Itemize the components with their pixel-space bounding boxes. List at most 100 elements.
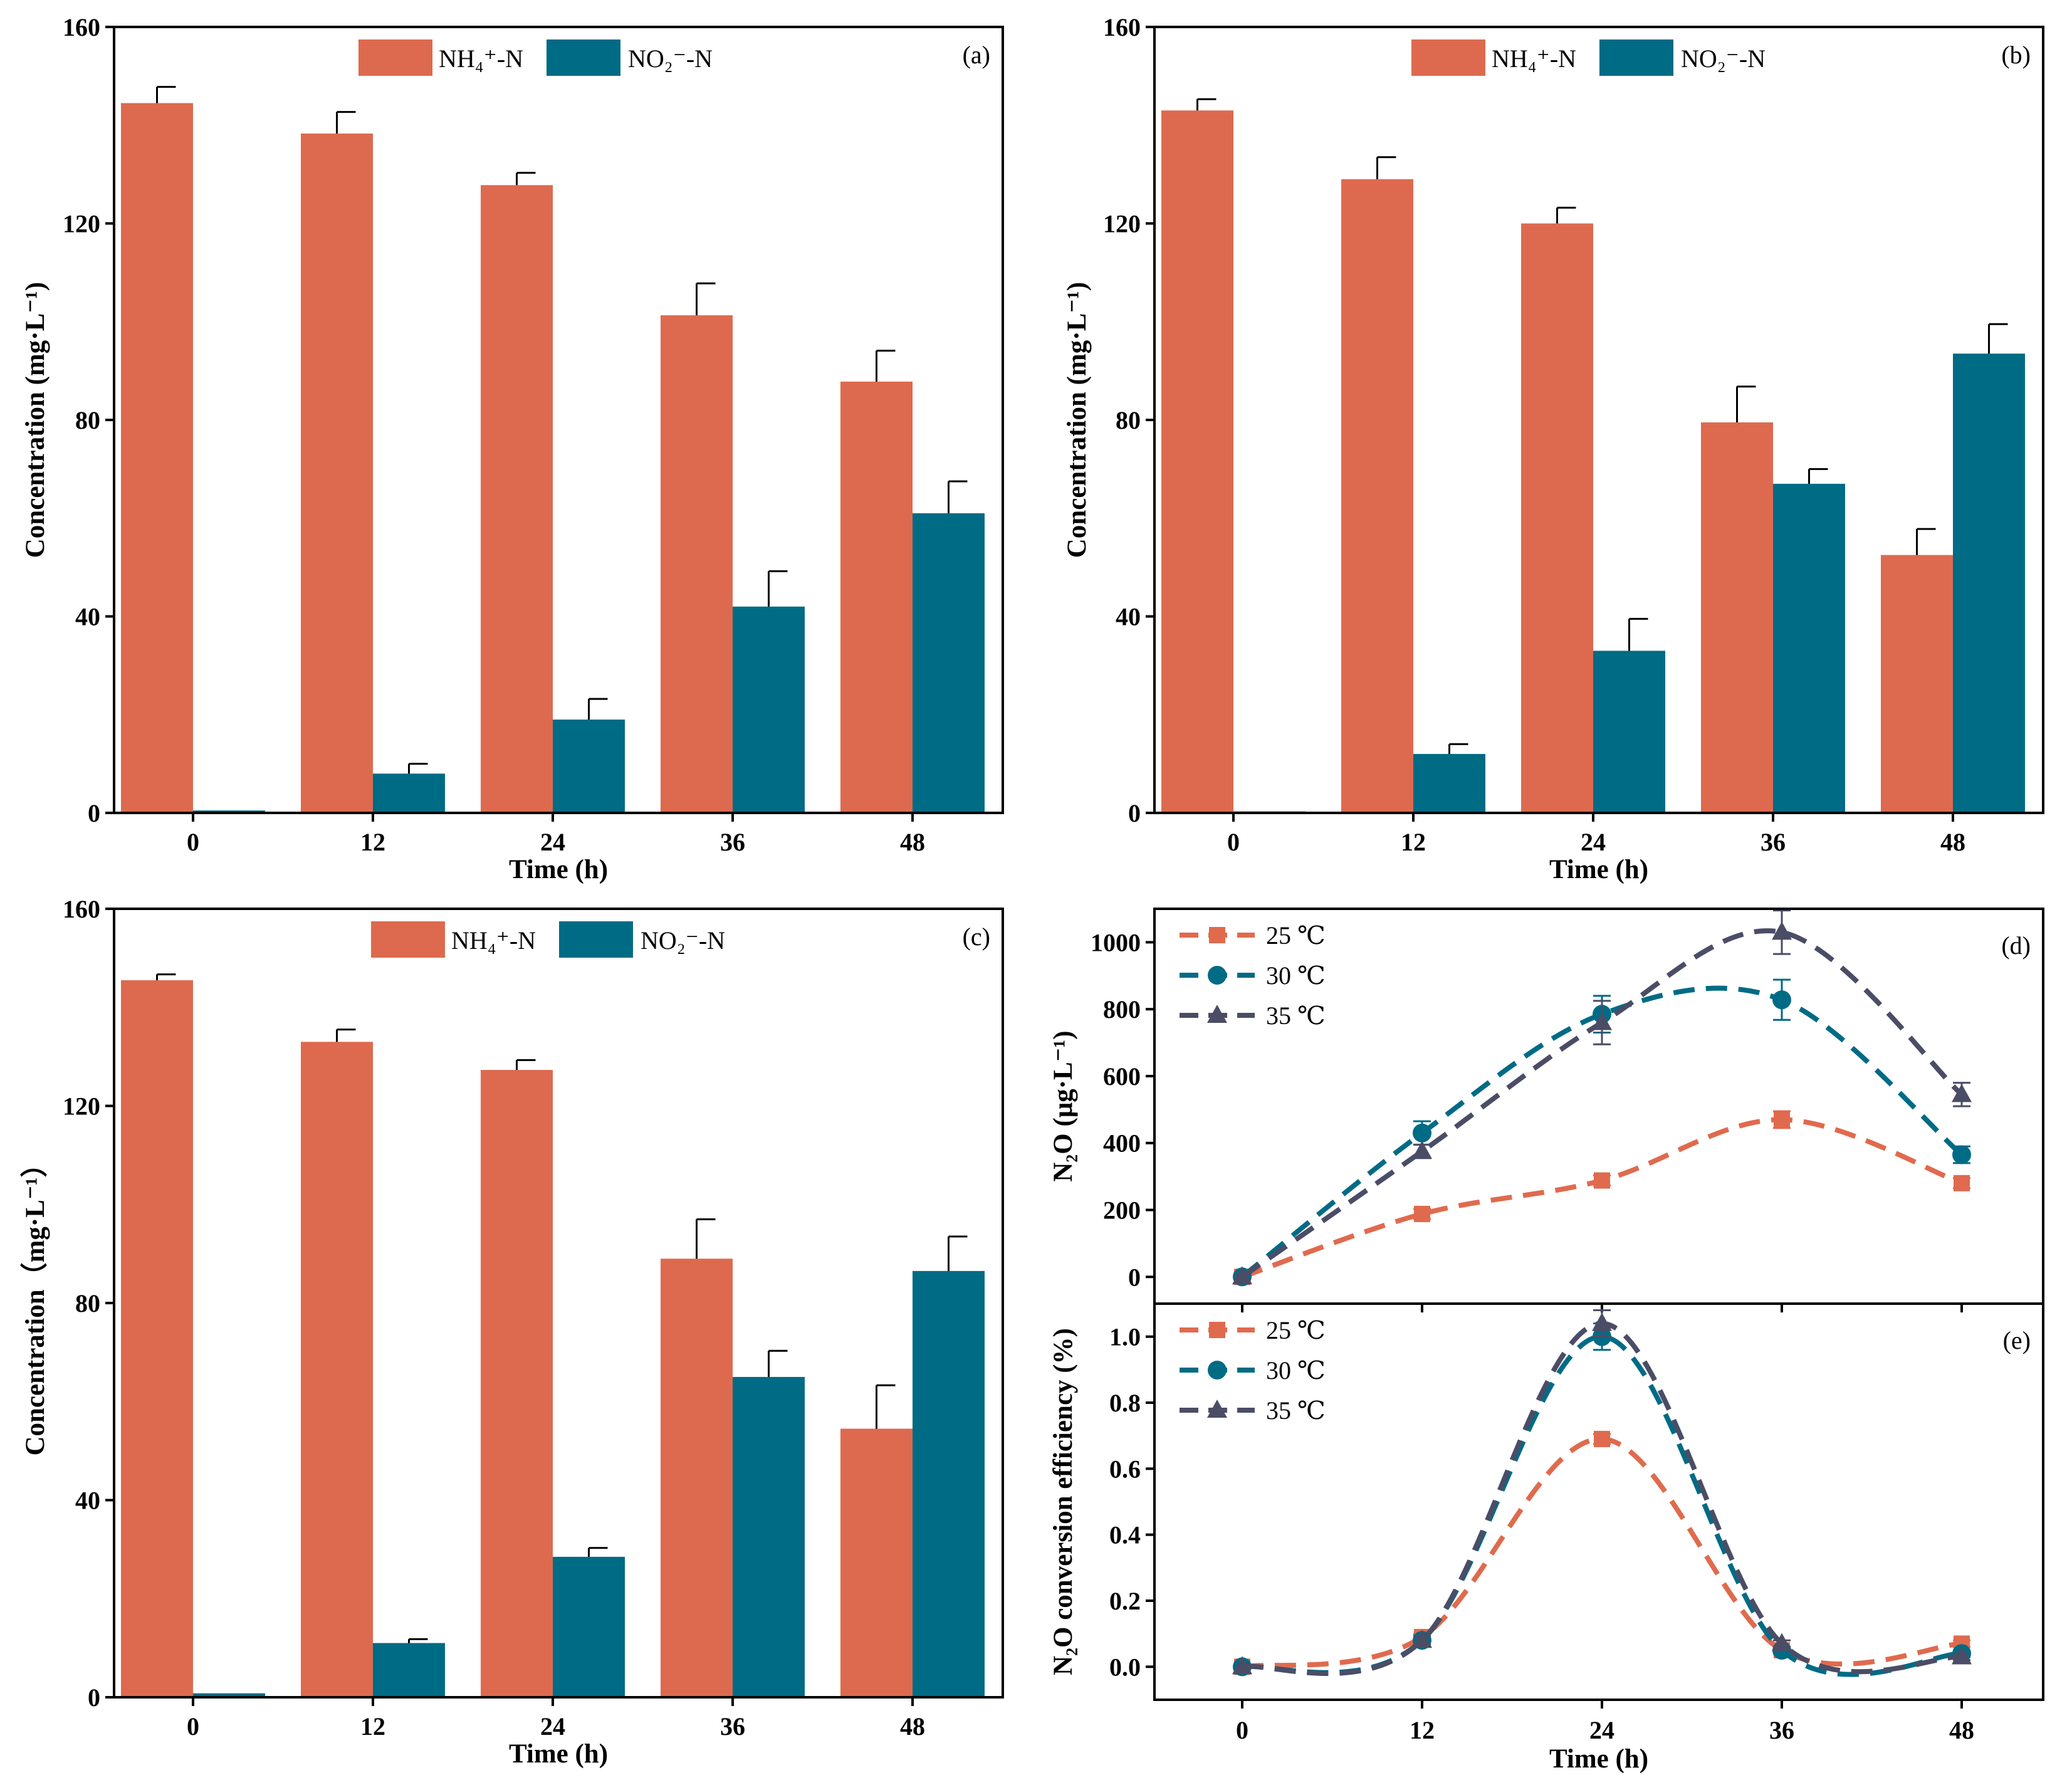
y-tick-label: 80 (1116, 406, 1141, 434)
y-tick-label: 160 (1103, 13, 1141, 41)
legend-label-nh4: NH₄⁺-N (1492, 44, 1576, 73)
x-tick-label: 48 (1940, 828, 1965, 856)
plot-frame (1153, 1302, 2044, 1701)
y-tick-label: 120 (1103, 210, 1141, 238)
y-tick-label: 40 (75, 1487, 100, 1515)
data-point-t25-48 (1954, 1175, 1970, 1191)
data-point-t30-12 (1413, 1123, 1431, 1143)
legend-marker-t25 (1209, 1322, 1225, 1338)
bar-nh4-36 (661, 315, 733, 813)
bar-nh4-12 (301, 1042, 373, 1697)
x-tick-label: 36 (720, 828, 745, 856)
data-point-t35-12 (1412, 1141, 1432, 1159)
legend-label-t30: 30 ℃ (1266, 961, 1326, 990)
series-line-t30 (1240, 985, 1964, 1279)
data-point-t25-24 (1594, 1172, 1610, 1189)
x-tick-label: 24 (1589, 1716, 1614, 1744)
data-point-t35-24 (1592, 1012, 1612, 1030)
x-tick-label: 48 (1949, 1716, 1974, 1744)
y-tick-label: 1000 (1091, 928, 1141, 956)
bar-nh4-0 (1161, 110, 1233, 813)
x-tick-label: 48 (900, 1712, 925, 1741)
x-tick-label: 24 (540, 828, 565, 856)
panel-c: 0 40 80 120 160 0 12 24 36 48 Time (h) Concentratio… (20, 895, 1004, 1769)
x-tick-label: 12 (1410, 1716, 1435, 1744)
legend: NH₄⁺-N NO₂⁻-N (358, 39, 713, 76)
legend-marker-t30 (1208, 1361, 1227, 1379)
y-axis-title: Concentration（mg·L⁻¹） (20, 1150, 50, 1455)
y-tick-label: 0 (1128, 1263, 1141, 1291)
legend-label-nh4: NH₄⁺-N (439, 44, 523, 73)
x-axis-title: Time (h) (509, 855, 608, 884)
bar-nh4-36 (1701, 422, 1773, 813)
bar-no2-0 (193, 1693, 265, 1697)
bar-no2-36 (1773, 483, 1845, 813)
bar-no2-24 (553, 720, 625, 813)
bar-no2-24 (1593, 651, 1665, 813)
legend-label-no2: NO₂⁻-N (628, 44, 713, 73)
y-tick-label: 200 (1103, 1196, 1141, 1225)
legend-label-no2: NO₂⁻-N (641, 926, 725, 955)
legend-label-t25: 25 ℃ (1266, 921, 1326, 950)
x-axis-title: Time (h) (509, 1739, 608, 1769)
series-line-t25 (1241, 1117, 1963, 1280)
panel-e: 0.0 0.2 0.4 0.6 0.8 1.0 0 12 24 36 48 Time (h) N₂O c… (1049, 1302, 2044, 1774)
x-tick-label: 0 (1236, 1716, 1248, 1744)
legend: NH₄⁺-N NO₂⁻-N (371, 921, 725, 958)
y-axis-title: N₂O (μg·L⁻¹) (1049, 1030, 1078, 1181)
data-point-t35-0 (1232, 1266, 1252, 1285)
bar-no2-12 (1413, 753, 1485, 813)
y-axis-title: Concentration (mg·L⁻¹) (1062, 282, 1092, 558)
x-axis-title: Time (h) (1549, 1744, 1648, 1774)
y-tick-label: 1.0 (1109, 1323, 1141, 1351)
data-point-t35-36 (1772, 1633, 1792, 1652)
x-tick-label: 12 (360, 828, 385, 856)
data-point-t35-12 (1412, 1630, 1432, 1648)
legend-swatch-nh4 (358, 39, 432, 76)
data-point-t25-36 (1774, 1111, 1790, 1128)
y-tick-label: 40 (1116, 603, 1141, 631)
bar-no2-12 (373, 773, 445, 813)
x-tick-label: 36 (720, 1712, 745, 1741)
legend-marker-t35 (1207, 1400, 1227, 1418)
bar-no2-24 (553, 1556, 625, 1697)
data-point-t25-24 (1594, 1430, 1610, 1447)
series-line-t30 (1242, 1334, 1962, 1677)
y-tick-label: 40 (75, 603, 100, 631)
y-tick-label: 160 (63, 895, 100, 923)
y-tick-label: 0.2 (1109, 1587, 1141, 1615)
panel-label: (e) (2003, 1326, 2031, 1354)
bar-nh4-48 (1881, 555, 1953, 813)
y-tick-label: 120 (63, 1092, 100, 1121)
data-point-t35-24 (1592, 1312, 1612, 1331)
bar-no2-48 (1953, 353, 2025, 813)
y-tick-label: 80 (75, 406, 100, 434)
panel-label: (c) (963, 923, 990, 951)
x-tick-label: 12 (360, 1712, 385, 1741)
bar-nh4-0 (121, 980, 193, 1697)
legend-swatch-nh4 (371, 921, 445, 958)
panel-a: 0 40 80 120 160 0 12 24 36 48 Time (h) Concentratio… (21, 13, 1004, 884)
legend-marker-t25 (1209, 927, 1225, 943)
bar-nh4-24 (481, 1070, 553, 1697)
bar-nh4-48 (840, 1428, 913, 1697)
data-point-t30-36 (1772, 990, 1791, 1010)
y-axis-title: Concentration (mg·L⁻¹) (21, 282, 50, 558)
legend: NH₄⁺-N NO₂⁻-N (1411, 39, 1766, 76)
bar-no2-36 (733, 606, 805, 813)
bar-nh4-24 (481, 185, 553, 813)
legend-marker-t30 (1208, 966, 1227, 985)
x-tick-label: 48 (900, 828, 925, 856)
y-tick-label: 0.4 (1109, 1521, 1141, 1549)
legend-swatch-no2 (559, 921, 633, 958)
bar-nh4-12 (1341, 179, 1413, 813)
bar-no2-48 (913, 513, 985, 813)
y-axis-title: N₂O conversion efficiency (%) (1049, 1328, 1078, 1675)
panel-b: 0 40 80 120 160 0 12 24 36 48 Time (h) Concentratio… (1062, 13, 2044, 884)
legend-swatch-no2 (1599, 39, 1673, 76)
y-tick-label: 600 (1103, 1062, 1141, 1091)
bar-no2-36 (733, 1376, 805, 1697)
x-axis-title: Time (h) (1549, 855, 1648, 884)
data-point-t35-36 (1772, 921, 1792, 940)
data-point-t35-0 (1232, 1656, 1252, 1675)
